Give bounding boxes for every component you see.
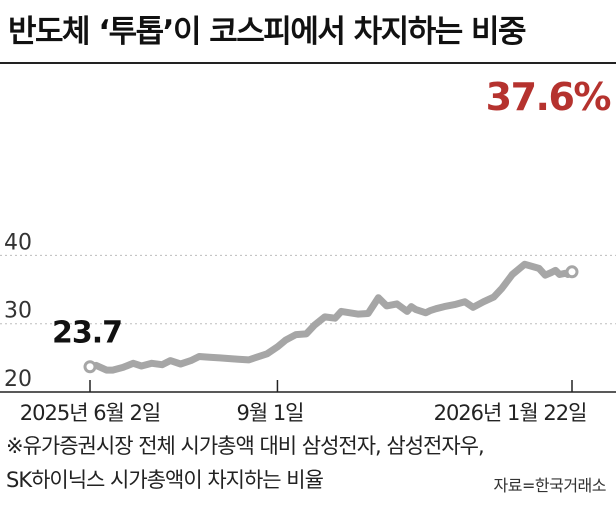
x-tick-label-0: 2025년 6월 2일 (20, 401, 160, 425)
data-point (409, 305, 413, 309)
data-point (168, 359, 172, 363)
footnote-line-2: SK하이닉스 시가총액이 차지하는 비율 (6, 468, 324, 492)
y-tick-label-20: 20 (4, 367, 32, 392)
data-point (554, 268, 557, 272)
data-point (160, 363, 164, 367)
data-point (492, 295, 496, 299)
y-tick-label-40: 40 (4, 230, 32, 255)
data-point (428, 309, 432, 313)
data-point (471, 305, 475, 309)
data-point (265, 352, 269, 356)
data-point (226, 357, 230, 360)
data-point (434, 307, 438, 311)
data-point (385, 304, 389, 308)
data-point (189, 359, 193, 363)
data-point (543, 273, 547, 277)
data-point (376, 296, 380, 300)
data-point (150, 361, 154, 365)
data-point (304, 332, 308, 336)
data-point (523, 262, 527, 266)
title-divider (0, 62, 616, 64)
data-point (420, 309, 424, 313)
data-point (510, 273, 514, 276)
footnote-line-1: ※유가증권시장 전체 시가총액 대비 삼성전자, 삼성전자우, (6, 434, 485, 458)
data-point (275, 345, 279, 349)
data-point (121, 365, 125, 369)
data-point (247, 358, 251, 362)
data-point (558, 273, 562, 276)
end-value-label: 37.6% (486, 75, 611, 119)
data-point (414, 307, 417, 311)
data-point (313, 323, 316, 327)
data-point (218, 356, 222, 360)
data-point (197, 355, 201, 358)
data-point (549, 271, 553, 274)
data-point (453, 303, 457, 307)
data-point (463, 300, 467, 304)
data-point (131, 361, 135, 365)
data-point (366, 312, 370, 315)
data-point (333, 316, 337, 320)
data-point (395, 302, 399, 306)
data-point (481, 300, 485, 304)
start-value-label: 23.7 (52, 316, 122, 351)
data-point (500, 286, 504, 290)
data-point (442, 305, 446, 309)
end-marker (565, 265, 579, 279)
data-point (208, 355, 211, 359)
y-tick-label-30: 30 (4, 299, 32, 324)
data-point (179, 362, 183, 366)
data-point (294, 333, 298, 337)
data-point (140, 364, 143, 368)
data-point (255, 355, 259, 359)
data-point (105, 368, 108, 372)
data-point (111, 368, 115, 372)
data-point (236, 357, 240, 361)
x-tick-label-1: 9월 1일 (236, 401, 303, 425)
data-point (339, 309, 343, 313)
data-point (537, 266, 541, 270)
source-label: 자료=한국거래소 (493, 476, 607, 495)
data-point (284, 338, 288, 342)
chart-title: 반도체 ‘투톱’이 코스피에서 차지하는 비중 (8, 14, 527, 50)
series-line (86, 260, 576, 374)
line-chart: 20 30 40 2025년 6월 2일 9월 1일 2026년 1월 22일 23.7 37… (0, 75, 616, 425)
start-marker (83, 360, 97, 374)
data-point (424, 311, 428, 315)
data-point (323, 315, 327, 319)
data-point (405, 309, 409, 313)
x-tick-label-2: 2026년 1월 22일 (434, 401, 587, 425)
data-point (356, 312, 360, 316)
